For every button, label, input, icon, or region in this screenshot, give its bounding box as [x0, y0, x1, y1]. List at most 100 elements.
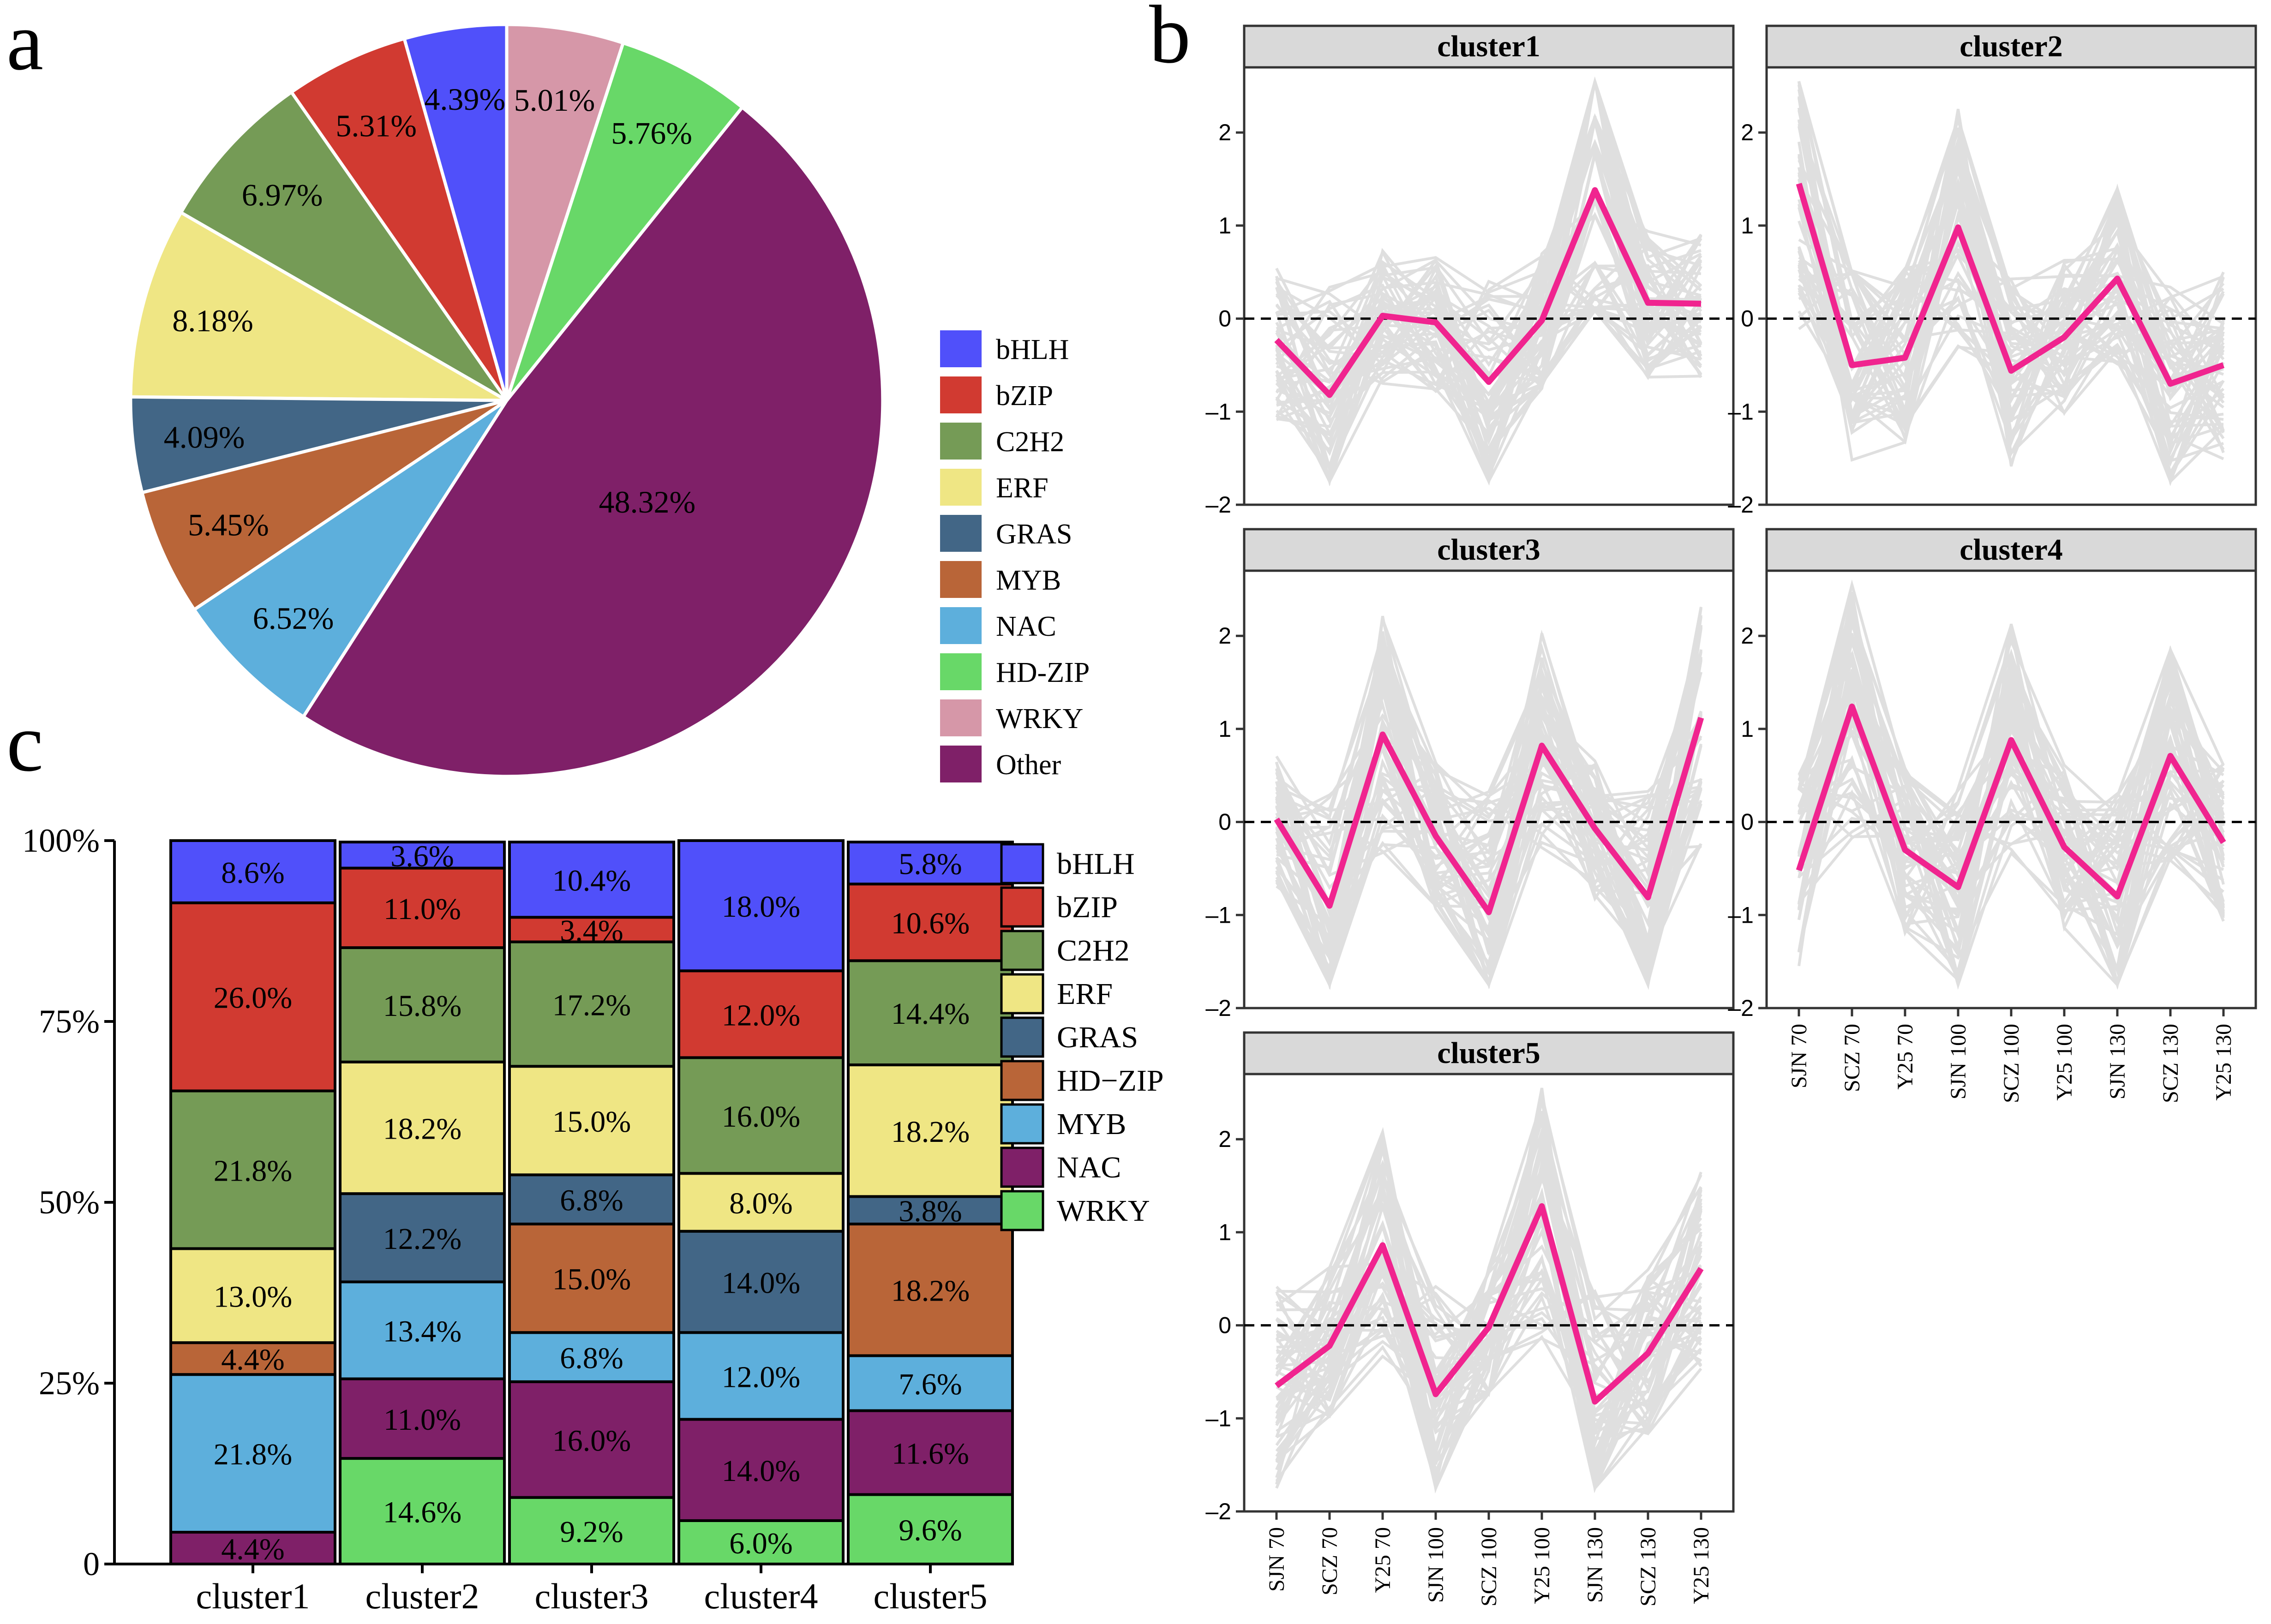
bar-label: 8.6%	[221, 856, 284, 890]
bar-segment-cluster1-c2h2	[169, 1089, 336, 1250]
x-tick-label: SJN 70	[1264, 1527, 1289, 1592]
gene-profile-line	[1798, 81, 2225, 484]
bar-segment-cluster4-c2h2	[677, 1056, 845, 1175]
bar-label: 14.0%	[722, 1266, 800, 1300]
cluster-panel-cluster3: cluster3 –2 –1 0 1 2	[1205, 528, 1735, 1021]
bar-legend-label-c2h2: C2H2	[1057, 934, 1130, 967]
x-tick-label: SCZ 70	[1840, 1024, 1864, 1092]
bar-label: 21.8%	[214, 1438, 292, 1471]
pie-label-erf: 8.18%	[172, 303, 253, 338]
gene-profile-line	[1798, 645, 2225, 866]
x-tick-label: Y25 70	[1893, 1024, 1917, 1090]
bar-segment-cluster2-c2h2	[339, 946, 506, 1063]
bar-legend-label-erf: ERF	[1057, 977, 1113, 1011]
y-tick-label: 0	[1218, 809, 1231, 835]
gene-profile-line	[1276, 639, 1702, 930]
cluster-line-panels: cluster1 –2 –1 0 1 2 cluster2 –2 –1 0 1 2 cluster3 –2…	[1205, 24, 2257, 1606]
bar-segment-cluster4-bzip	[677, 969, 845, 1059]
gene-profile-line	[1798, 119, 2224, 419]
pie-label-c2h2: 6.97%	[242, 178, 323, 213]
bar-label: 15.0%	[552, 1105, 631, 1139]
panel-label-b: b	[1149, 0, 1191, 80]
y-tick-label: 2	[1218, 623, 1231, 649]
bar-legend-swatch-myb	[1000, 1103, 1044, 1145]
bar-label: 5.8%	[899, 848, 962, 881]
bar-label: 9.2%	[560, 1515, 623, 1549]
category-label-cluster3: cluster3	[535, 1576, 649, 1616]
gene-profile-line	[1276, 1167, 1702, 1379]
panel-label-a: a	[6, 0, 43, 87]
bar-legend-label-myb: MYB	[1057, 1107, 1126, 1141]
pie-slice-erf	[129, 210, 513, 402]
y-tick-label: 75%	[39, 1003, 100, 1040]
bar-label: 12.0%	[722, 998, 800, 1032]
category-label-cluster4: cluster4	[704, 1576, 818, 1616]
pie-legend-label-c2h2: C2H2	[996, 426, 1064, 458]
bar-segment-cluster1-erf	[169, 1247, 336, 1344]
bar-label: 18.0%	[722, 890, 800, 924]
y-tick-label: 2	[1218, 1126, 1231, 1152]
bar-segment-cluster4-nac	[677, 1418, 845, 1522]
gene-profile-line	[1276, 138, 1702, 428]
gene-profile-line	[1275, 643, 1702, 973]
gene-profile-line	[1798, 691, 2225, 907]
bar-legend-label-nac: NAC	[1057, 1151, 1121, 1184]
pie-label-myb: 5.45%	[188, 507, 269, 542]
x-tick-label: SCZ 130	[2158, 1024, 2183, 1103]
bar-label: 11.6%	[892, 1437, 969, 1471]
bar-label: 6.0%	[729, 1527, 792, 1560]
bar-segment-cluster5-gras	[847, 1195, 1014, 1226]
pie-chart: 4.39%5.31% 6.97% 8.18% 4.09% 5.45% 6.52% 48.32…	[129, 23, 885, 778]
y-tick-label: 0	[1741, 306, 1754, 332]
cluster-title: cluster3	[1437, 533, 1540, 567]
cluster-title: cluster1	[1437, 30, 1540, 63]
bar-segment-cluster2-bzip	[339, 866, 506, 949]
gene-profile-line	[1275, 1213, 1702, 1469]
bar-label: 6.8%	[560, 1184, 623, 1218]
x-tick-label: SJN 130	[1583, 1527, 1607, 1603]
pie-slice-gras	[129, 395, 507, 495]
y-tick-label: 2	[1218, 119, 1231, 145]
pie-label-other: 48.32%	[599, 484, 695, 519]
bar-label: 8.0%	[729, 1187, 792, 1220]
bar-segment-cluster1-hd-zip	[169, 1341, 336, 1376]
bar-label: 14.0%	[722, 1454, 800, 1488]
bar-label: 3.4%	[560, 914, 623, 948]
pie-label-hd-zip: 5.76%	[611, 115, 692, 150]
cluster-mean-line	[1274, 716, 1704, 915]
pie-legend-swatch-myb	[940, 561, 982, 598]
bar-legend-swatch-nac	[1000, 1146, 1044, 1188]
pie-legend-label-wrky: WRKY	[996, 703, 1083, 734]
cluster-mean-line	[1275, 1203, 1704, 1405]
pie-legend: bHLH bZIP C2H2 ERF GRAS MYB NAC HD-ZIP WRKY Other	[940, 330, 1090, 782]
bar-label: 26.0%	[214, 981, 292, 1015]
y-tick-label: 1	[1218, 1219, 1231, 1245]
y-tick-label: 1	[1741, 213, 1754, 239]
y-tick-label: –1	[1728, 399, 1754, 424]
y-tick-label: 1	[1741, 716, 1754, 742]
bar-legend-swatch-c2h2	[1000, 930, 1044, 971]
bar-segment-cluster3-bhlh	[508, 841, 675, 919]
bar-legend-swatch-erf	[1000, 973, 1044, 1015]
pie-legend-swatch-erf	[940, 469, 982, 506]
bar-label: 18.2%	[891, 1115, 970, 1149]
pie-slice-myb	[140, 399, 508, 612]
gene-profile-line	[1275, 301, 1702, 418]
bar-legend-label-wrky: WRKY	[1057, 1194, 1150, 1228]
cluster-title: cluster2	[1959, 30, 2063, 63]
y-tick-label: 1	[1218, 716, 1231, 742]
bar-segment-cluster1-bzip	[169, 901, 336, 1093]
bar-label: 12.2%	[383, 1222, 461, 1256]
y-tick-label: 2	[1741, 623, 1754, 649]
gene-profile-line	[1275, 666, 1702, 990]
x-tick-label: SJN 70	[1787, 1024, 1811, 1088]
bar-segment-cluster4-wrky	[677, 1519, 845, 1565]
pie-legend-label-erf: ERF	[996, 472, 1049, 504]
panel-label-c: c	[6, 697, 43, 788]
gene-profile-line	[1276, 1114, 1702, 1433]
bar-label: 10.4%	[552, 864, 631, 898]
y-tick-label: –1	[1205, 399, 1231, 424]
bar-legend-label-bhlh: bHLH	[1057, 847, 1135, 881]
gene-profile-line	[1275, 676, 1702, 986]
